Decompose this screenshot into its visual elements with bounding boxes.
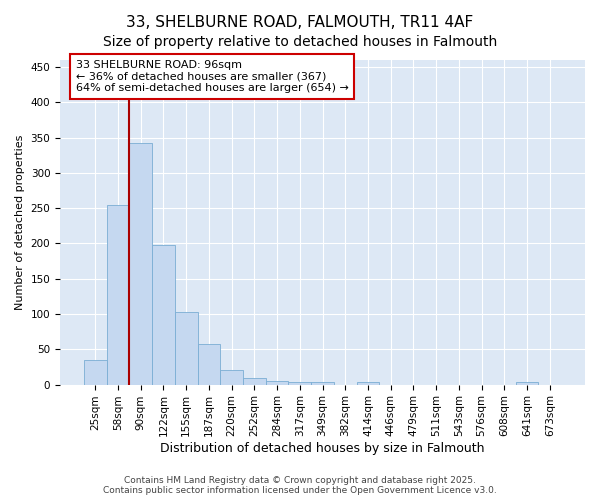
Bar [130,144,152,384]
Text: Size of property relative to detached houses in Falmouth: Size of property relative to detached ho… [103,35,497,49]
Text: 33 SHELBURNE ROAD: 96sqm
← 36% of detached houses are smaller (367)
64% of semi-: 33 SHELBURNE ROAD: 96sqm ← 36% of detach… [76,60,349,93]
X-axis label: Distribution of detached houses by size in Falmouth: Distribution of detached houses by size … [160,442,485,455]
Bar [107,204,130,384]
Bar [197,344,220,385]
Bar [311,382,334,384]
Bar [152,245,175,384]
Bar [289,382,311,384]
Bar [266,381,289,384]
Bar [356,382,379,384]
Bar [175,312,197,384]
Bar [84,360,107,384]
Text: Contains HM Land Registry data © Crown copyright and database right 2025.
Contai: Contains HM Land Registry data © Crown c… [103,476,497,495]
Bar [243,378,266,384]
Y-axis label: Number of detached properties: Number of detached properties [15,134,25,310]
Text: 33, SHELBURNE ROAD, FALMOUTH, TR11 4AF: 33, SHELBURNE ROAD, FALMOUTH, TR11 4AF [127,15,473,30]
Bar [515,382,538,384]
Bar [220,370,243,384]
